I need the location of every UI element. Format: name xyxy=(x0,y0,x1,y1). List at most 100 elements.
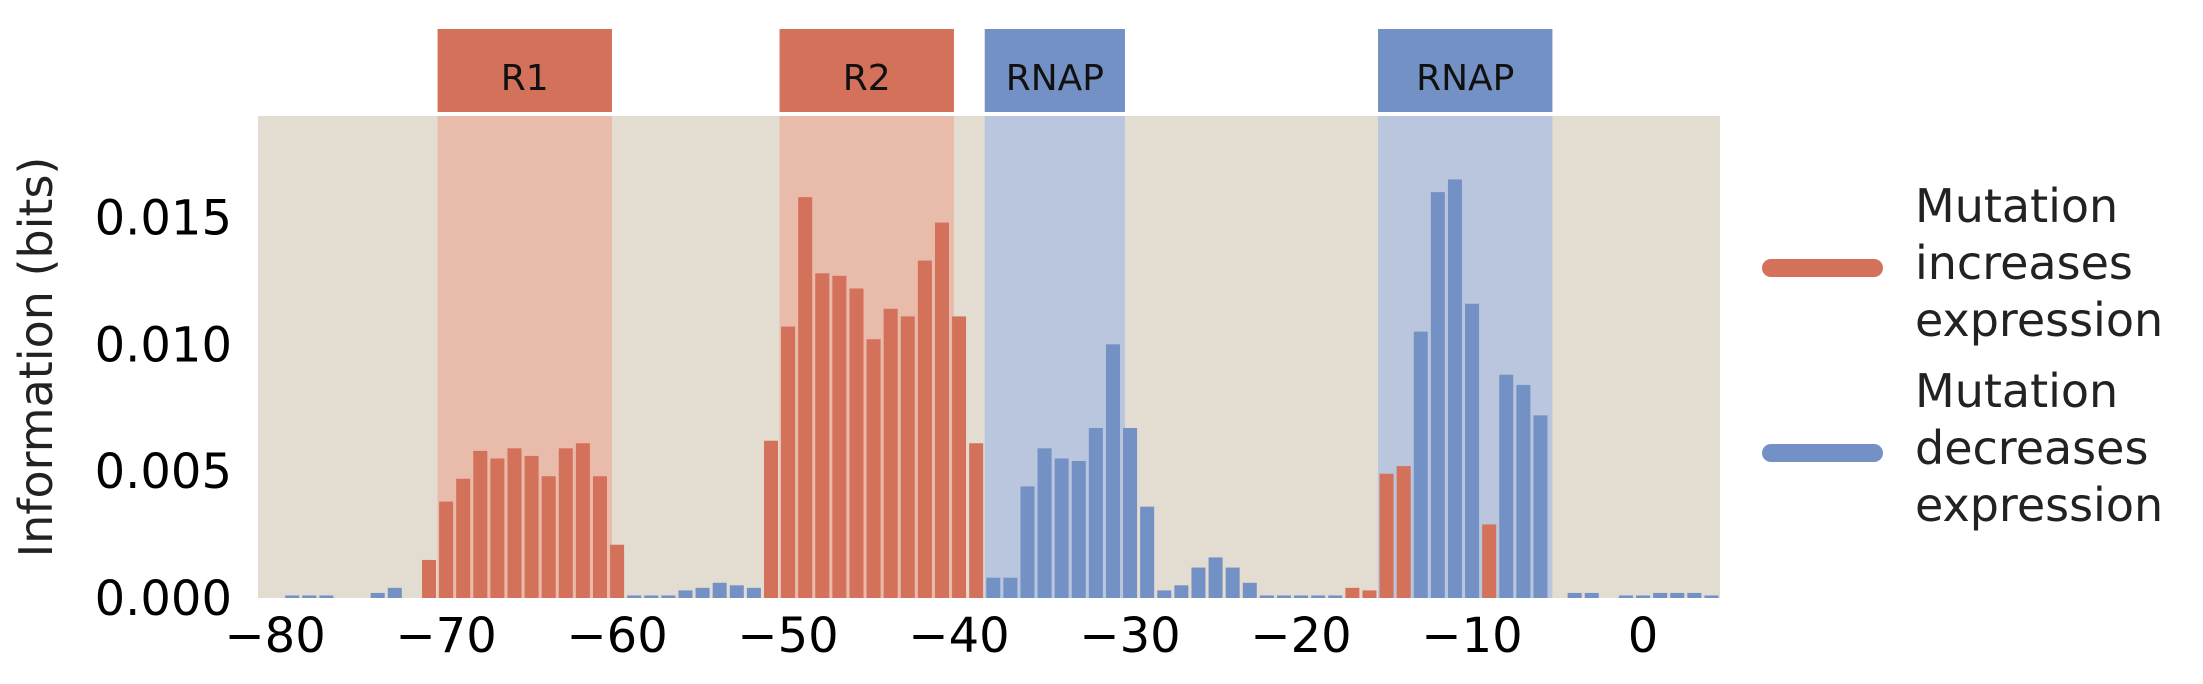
bar-increase-pos-51 xyxy=(763,440,778,598)
bar-increase-pos-50 xyxy=(781,326,796,598)
bar-decrease-pos-19 xyxy=(1311,595,1326,598)
region-label-rnap-3: RNAP xyxy=(1416,58,1514,99)
bar-decrease-pos-36 xyxy=(1020,486,1035,598)
bar-decrease-pos-52 xyxy=(746,587,761,598)
bar-decrease-pos-79 xyxy=(285,595,300,598)
x-tick-label: −40 xyxy=(908,608,1009,664)
bar-increase-pos-71 xyxy=(421,559,437,598)
region-label-r2-1: R2 xyxy=(843,58,891,99)
bar-decrease-pos4 xyxy=(1704,595,1719,598)
bar-increase-pos-60 xyxy=(610,544,625,598)
bar-increase-pos-67 xyxy=(490,458,505,598)
bar-increase-pos-43 xyxy=(900,316,915,598)
y-tick-label: 0.015 xyxy=(95,190,232,246)
bar-increase-pos-42 xyxy=(917,260,932,598)
bar-decrease-pos-12 xyxy=(1430,192,1445,598)
bar-decrease-pos-31 xyxy=(1105,344,1120,598)
bar-increase-pos-9 xyxy=(1482,524,1497,598)
y-tick-label: 0.000 xyxy=(95,571,232,627)
bar-decrease-pos-26 xyxy=(1191,567,1206,598)
bar-decrease-pos-27 xyxy=(1174,585,1189,598)
bar-increase-pos-70 xyxy=(439,501,454,598)
region-box-r1-0 xyxy=(437,29,612,112)
bar-increase-pos-64 xyxy=(541,476,556,598)
bar-decrease-pos-35 xyxy=(1037,448,1052,598)
bar-decrease-pos-29 xyxy=(1140,506,1155,598)
bar-increase-pos-44 xyxy=(883,308,898,598)
bar-increase-pos-46 xyxy=(849,288,864,598)
legend-label-increase: Mutation increases expression xyxy=(1915,179,2163,347)
x-tick-label: −80 xyxy=(224,608,325,664)
bar-decrease-pos-56 xyxy=(678,590,693,598)
bar-increase-pos-63 xyxy=(558,448,573,598)
bar-decrease-pos-78 xyxy=(302,595,317,598)
x-axis-ticks: −80 −70 −60 −50 −40 −30 −20 −10 0 xyxy=(224,608,1658,664)
x-tick-label: −70 xyxy=(395,608,496,664)
bar-decrease-pos-8 xyxy=(1499,374,1514,598)
bar-decrease-pos-7 xyxy=(1516,384,1531,598)
bar-decrease-pos-20 xyxy=(1294,595,1309,598)
bar-decrease-pos-23 xyxy=(1242,582,1257,598)
bar-decrease-pos-3 xyxy=(1584,592,1599,598)
bars-increase xyxy=(421,197,1497,598)
bar-increase-pos-69 xyxy=(456,478,471,598)
bar-decrease-pos-18 xyxy=(1328,595,1343,598)
bar-increase-pos-62 xyxy=(575,443,590,598)
bar-decrease-pos-33 xyxy=(1071,461,1086,598)
y-axis-ticks: 0.000 0.005 0.010 0.015 xyxy=(95,190,232,627)
bar-increase-pos-41 xyxy=(934,222,949,598)
bar-increase-pos-66 xyxy=(507,448,522,598)
legend-label-decrease: Mutation decreases expression xyxy=(1915,364,2163,532)
bar-decrease-pos-55 xyxy=(695,587,710,598)
bar-decrease-pos-58 xyxy=(644,595,659,598)
bar-increase-pos-49 xyxy=(798,197,813,598)
region-label-rnap-2: RNAP xyxy=(1006,58,1104,99)
bar-decrease-pos-30 xyxy=(1123,428,1138,598)
bar-decrease-pos-34 xyxy=(1054,458,1069,598)
bar-decrease-pos-54 xyxy=(712,582,727,598)
bar-decrease-pos-25 xyxy=(1208,557,1223,598)
region-label-r1-0: R1 xyxy=(501,58,549,99)
bar-decrease-pos-32 xyxy=(1088,428,1103,598)
region-box-rnap-3 xyxy=(1378,29,1553,112)
bar-decrease-pos-59 xyxy=(627,595,642,598)
bar-increase-pos-65 xyxy=(524,455,539,598)
bar-decrease-pos-53 xyxy=(729,585,744,598)
bar-decrease-pos-37 xyxy=(1003,577,1018,598)
x-tick-label: −10 xyxy=(1421,608,1522,664)
bar-increase-pos-40 xyxy=(952,316,967,598)
bar-decrease-pos-24 xyxy=(1225,567,1240,598)
x-tick-label: −50 xyxy=(737,608,838,664)
y-tick-label: 0.010 xyxy=(95,317,232,373)
bar-decrease-pos2 xyxy=(1670,592,1685,598)
region-box-rnap-2 xyxy=(984,29,1125,112)
region-label-boxes: R1 R2 RNAP RNAP xyxy=(437,29,1553,112)
bar-decrease-pos-57 xyxy=(661,595,676,598)
bar-increase-pos-45 xyxy=(866,339,881,598)
bar-decrease-pos1 xyxy=(1653,592,1668,598)
bar-increase-pos-39 xyxy=(969,443,984,598)
x-tick-label: −20 xyxy=(1250,608,1351,664)
x-tick-label: −60 xyxy=(566,608,667,664)
bar-decrease-pos-21 xyxy=(1276,595,1291,598)
bar-decrease-pos-74 xyxy=(370,592,385,598)
y-tick-label: 0.005 xyxy=(95,444,232,500)
bar-decrease-pos-4 xyxy=(1567,592,1582,598)
x-tick-label: 0 xyxy=(1628,608,1659,664)
y-axis-label: Information (bits) xyxy=(9,157,63,558)
bar-decrease-pos-73 xyxy=(387,587,402,598)
bars-decrease xyxy=(285,179,1719,598)
bar-decrease-pos0 xyxy=(1636,595,1651,598)
x-tick-label: −30 xyxy=(1079,608,1180,664)
bar-decrease-pos-10 xyxy=(1465,303,1480,598)
bar-increase-pos-17 xyxy=(1345,587,1360,598)
bar-increase-pos-47 xyxy=(832,275,847,598)
bar-increase-pos-14 xyxy=(1396,466,1411,598)
bar-increase-pos-16 xyxy=(1362,590,1377,598)
bar-decrease-pos-22 xyxy=(1259,595,1274,598)
bar-increase-pos-61 xyxy=(592,476,607,598)
bar-decrease-pos3 xyxy=(1687,592,1702,598)
bar-increase-pos-68 xyxy=(473,450,488,598)
bar-decrease-pos-13 xyxy=(1413,331,1428,598)
